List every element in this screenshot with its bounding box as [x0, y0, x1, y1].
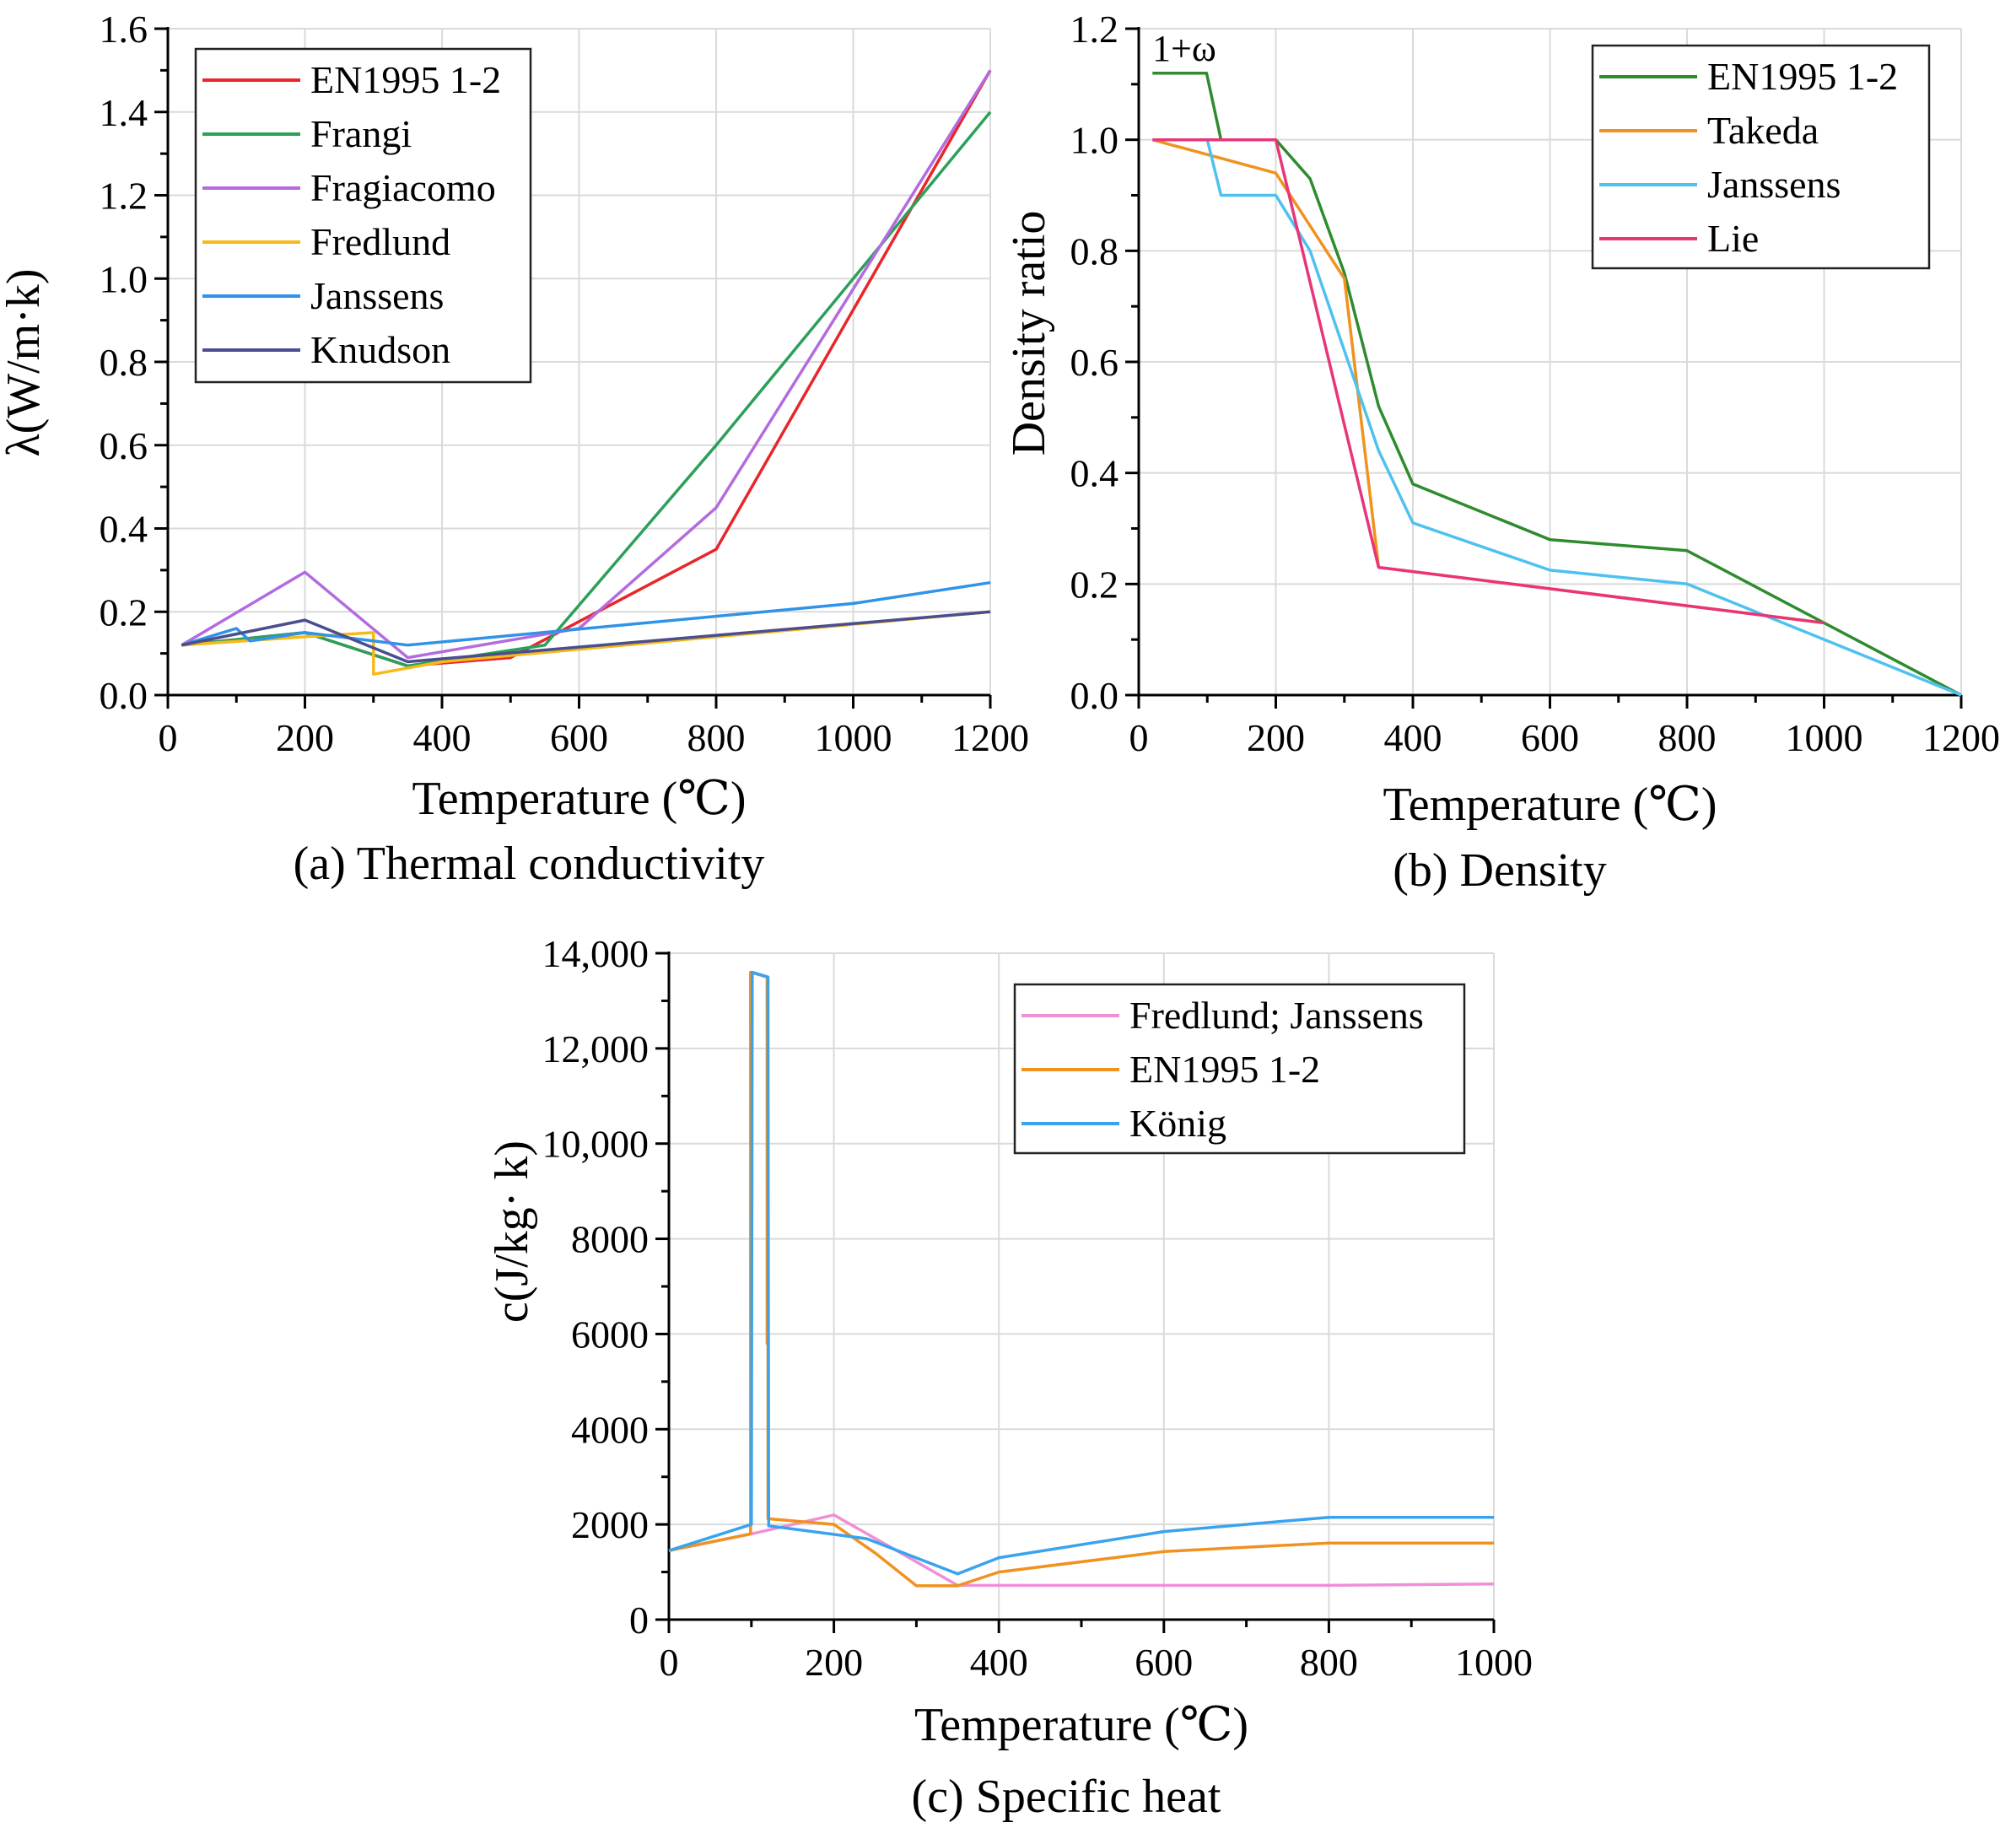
x-axis-label: Temperature (℃) — [412, 773, 746, 825]
legend-label: EN1995 1-2 — [310, 58, 501, 101]
x-tick-label: 200 — [1247, 716, 1305, 759]
x-tick-label: 1000 — [815, 716, 892, 759]
x-tick-label: 400 — [1384, 716, 1442, 759]
x-tick-label: 200 — [276, 716, 334, 759]
x-tick-label: 1200 — [1922, 716, 2000, 759]
legend-label: Takeda — [1707, 109, 1819, 152]
x-tick-label: 1200 — [951, 716, 1029, 759]
annotation-label: 1+ω — [1152, 28, 1216, 69]
series-line-lie — [1152, 137, 1825, 625]
series-line-en1995-1-2 — [1152, 71, 1962, 697]
y-tick-label: 0.0 — [1070, 674, 1119, 717]
y-tick-label: 0.8 — [1070, 229, 1119, 272]
series-line-fragiacomo — [181, 69, 992, 660]
legend-label: EN1995 1-2 — [1129, 1048, 1320, 1091]
legend-box — [194, 47, 532, 384]
y-axis-label: c(J/kg· k) — [486, 1140, 538, 1323]
x-tick-label: 0 — [660, 1641, 679, 1684]
x-tick-label: 200 — [805, 1641, 863, 1684]
y-tick-label: 6000 — [571, 1313, 649, 1356]
x-tick-label: 600 — [1521, 716, 1579, 759]
y-tick-label: 0.6 — [1070, 341, 1119, 384]
x-tick-label: 400 — [413, 716, 472, 759]
y-tick-label: 14,000 — [542, 932, 650, 975]
series-line-k-nig — [668, 970, 1494, 1576]
y-tick-label: 0.8 — [100, 341, 148, 384]
y-tick-label: 0.4 — [1070, 452, 1119, 495]
y-tick-label: 0 — [629, 1599, 649, 1642]
x-tick-label: 1000 — [1455, 1641, 1533, 1684]
x-tick-label: 400 — [970, 1641, 1028, 1684]
x-tick-label: 0 — [1129, 716, 1149, 759]
series-line-knudson — [181, 610, 991, 664]
y-tick-label: 0.2 — [100, 590, 148, 634]
x-tick-label: 0 — [159, 716, 178, 759]
y-tick-label: 0.0 — [100, 674, 148, 717]
legend-label: Janssens — [1707, 163, 1841, 206]
figure-caption: (b) Density — [1393, 844, 1607, 897]
legend-box — [1591, 44, 1931, 270]
figure-caption: (c) Specific heat — [912, 1771, 1221, 1823]
x-tick-label: 1000 — [1786, 716, 1863, 759]
legend-label: Fredlund; Janssens — [1129, 994, 1424, 1037]
legend-label: Fredlund — [310, 220, 450, 263]
x-tick-label: 800 — [1300, 1641, 1358, 1684]
y-tick-label: 10,000 — [542, 1123, 650, 1166]
x-tick-label: 600 — [550, 716, 608, 759]
chart-panel-density: 0 200 400 600 800 1000 1200 0.0 0.2 0.4 0.6 0.8 1.0 1… — [1003, 8, 2000, 897]
y-tick-label: 2000 — [571, 1503, 649, 1546]
y-tick-label: 1.0 — [100, 257, 148, 300]
y-tick-label: 1.4 — [100, 91, 148, 134]
y-tick-label: 4000 — [571, 1408, 649, 1451]
y-axis-label: Density ratio — [1003, 211, 1055, 456]
x-tick-label: 800 — [687, 716, 746, 759]
x-axis-label: Temperature (℃) — [1383, 779, 1717, 831]
x-axis-label: Temperature (℃) — [914, 1699, 1248, 1751]
y-tick-label: 12,000 — [542, 1027, 650, 1070]
series-line-janssens — [1152, 137, 1962, 697]
legend-label: Frangi — [310, 112, 412, 155]
y-tick-label: 1.2 — [100, 175, 148, 218]
x-tick-label: 600 — [1135, 1641, 1193, 1684]
legend-label: EN1995 1-2 — [1707, 55, 1898, 98]
y-tick-label: 0.6 — [100, 424, 148, 467]
series-line-fredlund — [181, 610, 991, 677]
legend-label: Knudson — [310, 328, 450, 371]
y-axis-label: λ(W/m·k) — [0, 268, 50, 456]
y-tick-label: 1.0 — [1070, 119, 1119, 162]
legend-label: König — [1129, 1102, 1226, 1145]
chart-panel-specific-heat: 0 200 400 600 800 1000 0 2000 4000 6000 8000 10,000… — [486, 932, 1533, 1823]
y-tick-label: 1.2 — [1070, 8, 1119, 51]
y-tick-label: 1.6 — [100, 8, 148, 51]
y-tick-label: 0.4 — [100, 508, 148, 551]
y-tick-label: 8000 — [571, 1218, 649, 1261]
series-line-janssens — [181, 580, 991, 647]
chart-panel-thermal-conductivity: 0 200 400 600 800 1000 1200 0.0 0.2 0.4 0.6 0.8 1.0 1… — [0, 8, 1029, 890]
legend-label: Lie — [1707, 217, 1759, 260]
legend-label: Fragiacomo — [310, 166, 496, 209]
figure-caption: (a) Thermal conductivity — [294, 838, 765, 890]
y-tick-label: 0.2 — [1070, 563, 1119, 606]
x-tick-label: 800 — [1658, 716, 1717, 759]
legend-label: Janssens — [310, 274, 444, 317]
series-line-fredlund-janssens — [668, 1513, 1495, 1588]
